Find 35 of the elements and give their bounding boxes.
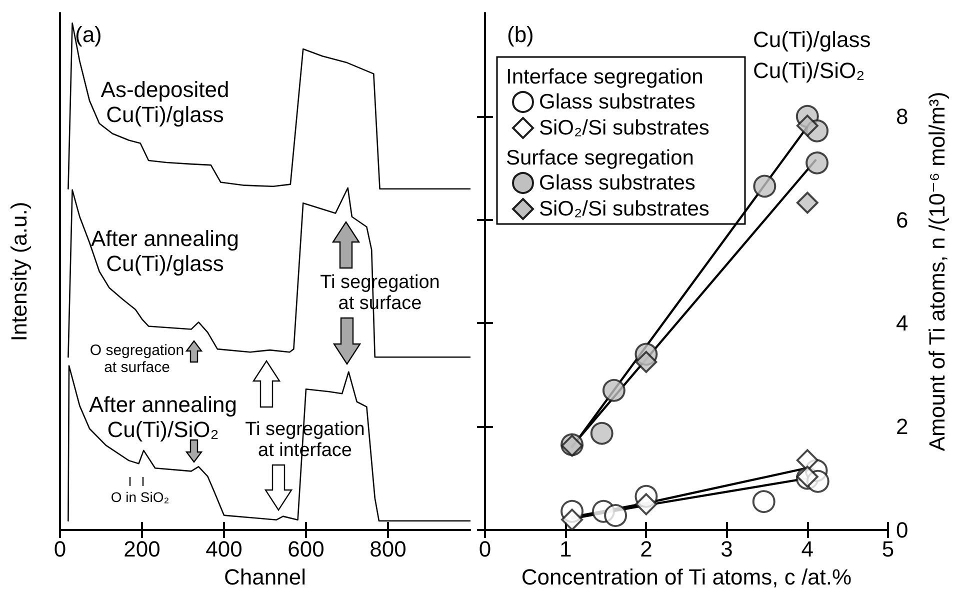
annotation: Surface segregation <box>506 146 694 170</box>
annotation: Interface segregation <box>506 66 704 88</box>
x-tick-label: 5 <box>882 536 894 562</box>
series-label: After annealing Cu(Ti)/glass <box>91 226 239 276</box>
x-tick-label: 0 <box>54 536 66 562</box>
y-tick-label: 2 <box>896 414 908 440</box>
series-label: After annealing Cu(Ti)/SiO₂ <box>89 392 237 442</box>
y-axis-title: Intensity (a.u.) <box>6 202 32 342</box>
legend-label: SiO₂/Si substrates <box>539 116 710 140</box>
y-tick-label: 4 <box>896 310 908 336</box>
legend-label: SiO₂/Si substrates <box>539 198 710 220</box>
x-tick-label: 400 <box>206 536 242 562</box>
y-tick-label: 6 <box>896 207 908 232</box>
annotation: O segregation at surface <box>90 342 184 376</box>
y-axis-title: Amount of Ti atoms, n /(10⁻⁶ mol/m³) <box>924 92 950 452</box>
chart-title: (a) <box>75 22 102 47</box>
x-tick-label: 4 <box>801 536 814 562</box>
y-tick-label: 8 <box>896 104 908 129</box>
x-axis-title: Concentration of Ti atoms, c /at.% <box>521 564 852 590</box>
x-tick-label: 2 <box>640 536 652 562</box>
annotation: Cu(Ti)/SiO₂ <box>753 58 865 83</box>
annotation: Cu(Ti)/glass <box>753 27 871 52</box>
legend-label: Glass substrates <box>539 172 696 194</box>
x-tick-label: 600 <box>288 536 324 562</box>
x-tick-label: 800 <box>370 536 406 562</box>
x-tick-label: 1 <box>559 536 572 562</box>
annotation: O in SiO₂ <box>110 489 170 505</box>
x-tick-label: 0 <box>478 536 492 562</box>
series-label: As-deposited Cu(Ti)/glass <box>100 77 230 127</box>
x-axis-title: Channel <box>224 564 306 590</box>
x-tick-label: 3 <box>720 536 733 562</box>
chart-title: (b) <box>507 22 534 47</box>
y-tick-label: 0 <box>896 518 908 542</box>
x-tick-label: 200 <box>124 536 160 562</box>
legend-label: Glass substrates <box>539 90 696 114</box>
